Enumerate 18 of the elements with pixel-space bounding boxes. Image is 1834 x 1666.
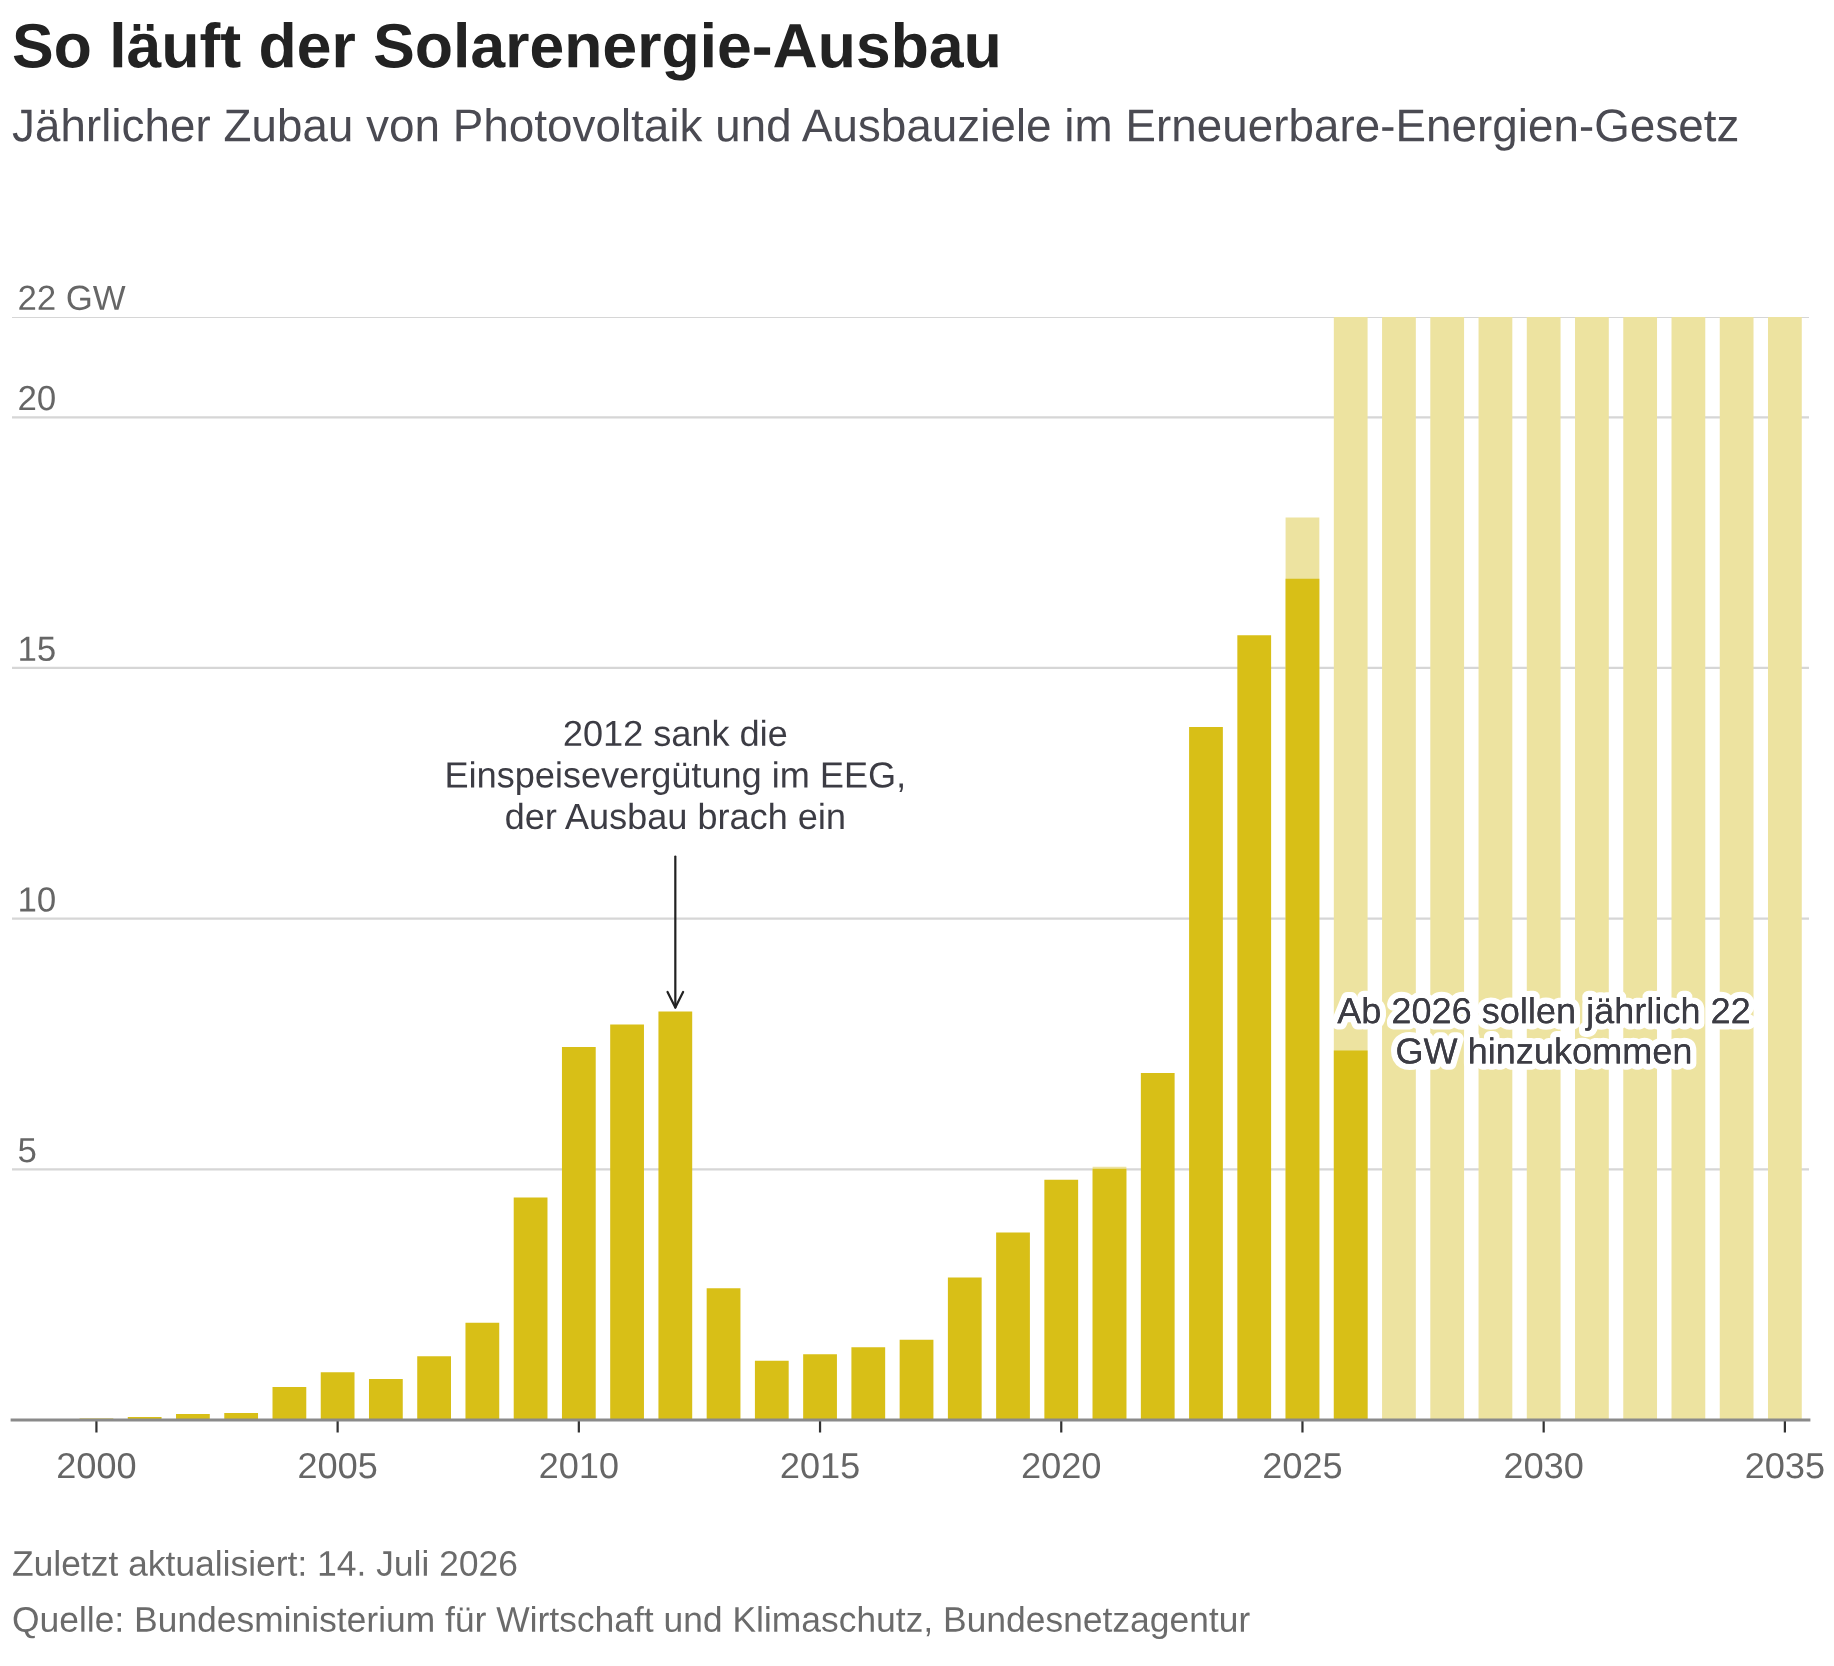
y-tick-label: 15 xyxy=(20,636,55,662)
x-tick-label: 2035 xyxy=(1746,1452,1824,1479)
annotation: 2012 sank die Einspeisevergütung im EEG, der Ausbau brach ein xyxy=(447,719,903,830)
text: Zuletzt aktualisiert: 14. Juli 2026 xyxy=(13,1550,517,1577)
chart-title: So läuft der Solarenergie-Ausbau xyxy=(13,22,998,81)
x-tick-label: 2025 xyxy=(1264,1452,1342,1479)
y-tick-label: 10 xyxy=(20,887,55,912)
x-tick-label: 2020 xyxy=(1022,1452,1101,1479)
y-tick-label: 22 GW xyxy=(19,285,126,311)
source-note: Quelle: Bundesministerium für Wirtschaft und Klimaschutz, Bundesnetzagentur xyxy=(13,1606,1250,1640)
x-tick-label: 2005 xyxy=(299,1452,377,1479)
y-tick-label: 20 xyxy=(19,385,55,411)
chart-subtitle: Jährlicher Zubau von Photovoltaik und Ausbauziele im Erneuerbare-Energien-Gesetz xyxy=(12,108,1738,151)
x-tick-label: 2000 xyxy=(58,1452,136,1479)
x-tick-label: 2010 xyxy=(540,1452,618,1479)
y-tick-label: 5 xyxy=(18,1138,36,1163)
x-tick-label: 2030 xyxy=(1505,1452,1583,1479)
x-tick-label: 2015 xyxy=(781,1452,859,1479)
